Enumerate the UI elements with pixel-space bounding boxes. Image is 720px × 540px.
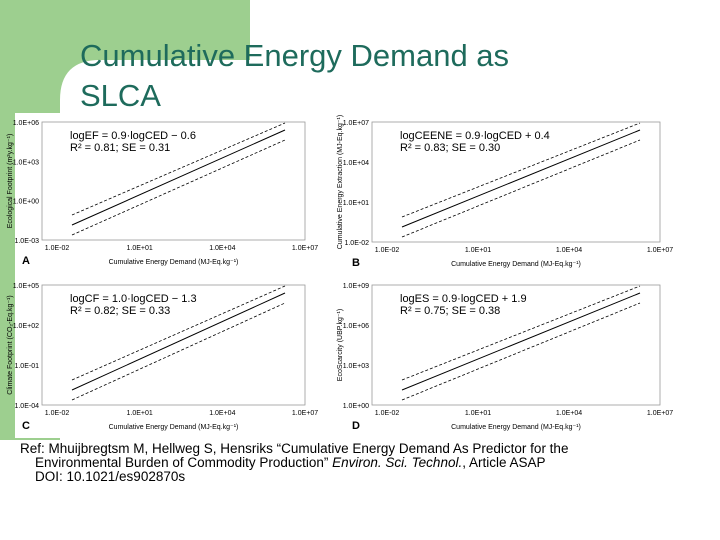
equation: R² = 0.83; SE = 0.30: [400, 142, 500, 154]
figure-background: [15, 113, 675, 438]
x-tick-label: 1.0E+01: [465, 247, 491, 254]
y-axis-label: Ecological Footprint (m²y.kg⁻¹): [7, 134, 14, 229]
x-tick-label: 1.0E+04: [209, 245, 235, 252]
y-axis-label: Climate Footprint (CO₂-Eq.kg⁻¹): [7, 295, 14, 394]
reference-text: Environmental Burden of Commodity Produc…: [35, 455, 333, 470]
x-tick-label: 1.0E+07: [292, 245, 318, 252]
x-tick-label: 1.0E+07: [647, 410, 673, 417]
y-tick-label: 1.0E+03: [343, 363, 369, 370]
y-tick-label: 1.0E-04: [14, 403, 39, 410]
x-tick-label: 1.0E+07: [292, 410, 318, 417]
plot-frame: [41, 284, 306, 406]
reference-text: , Article ASAP: [462, 455, 546, 470]
equation: R² = 0.81; SE = 0.31: [70, 142, 170, 154]
confidence-line: [71, 302, 286, 401]
confidence-line: [71, 122, 286, 216]
y-tick-label: 1.0E-02: [344, 240, 369, 247]
x-tick-label: 1.0E-02: [45, 410, 70, 417]
confidence-line: [401, 302, 641, 401]
panel-letter: C: [22, 420, 30, 432]
x-axis-label: Cumulative Energy Demand (MJ-Eq.kg⁻¹): [109, 259, 239, 266]
panel-letter: D: [352, 420, 360, 432]
x-tick-label: 1.0E+04: [556, 247, 582, 254]
x-tick-label: 1.0E-02: [45, 245, 70, 252]
equation: logCF = 1.0·logCED − 1.3: [70, 293, 197, 305]
equation: R² = 0.82; SE = 0.33: [70, 305, 170, 317]
plot-frame: [371, 121, 661, 243]
y-tick-label: 1.0E+00: [343, 403, 369, 410]
x-tick-label: 1.0E+04: [209, 410, 235, 417]
y-tick-label: 1.0E+01: [343, 200, 369, 207]
x-tick-label: 1.0E+04: [556, 410, 582, 417]
reference-line: Environmental Burden of Commodity Produc…: [20, 456, 568, 470]
reference: Ref: Mhuijbregtsm M, Hellweg S, Hensriks…: [20, 442, 568, 484]
x-tick-label: 1.0E+01: [127, 410, 153, 417]
panel-letter: A: [22, 255, 30, 267]
y-tick-label: 1.0E-01: [14, 363, 39, 370]
y-axis-label: EcoScarcity (UBP.kg⁻¹): [337, 309, 344, 381]
confidence-line: [401, 139, 641, 238]
y-tick-label: 1.0E+09: [343, 283, 369, 290]
confidence-line: [401, 285, 641, 381]
y-tick-label: 1.0E+02: [13, 323, 39, 330]
reference-line: Ref: Mhuijbregtsm M, Hellweg S, Hensriks…: [20, 441, 569, 456]
plot-frame: [371, 284, 661, 406]
confidence-line: [71, 285, 286, 381]
equation: logEF = 0.9·logCED − 0.6: [70, 130, 196, 142]
x-tick-label: 1.0E-02: [375, 247, 400, 254]
equation: R² = 0.75; SE = 0.38: [400, 305, 500, 317]
title: Cumulative Energy Demand as: [80, 38, 509, 73]
y-tick-label: 1.0E+04: [343, 160, 369, 167]
x-axis-label: Cumulative Energy Demand (MJ-Eq.kg⁻¹): [451, 261, 581, 268]
x-tick-label: 1.0E+01: [465, 410, 491, 417]
y-tick-label: 1.0E+00: [13, 199, 39, 206]
doi: DOI: 10.1021/es902870s: [35, 469, 186, 484]
x-axis-label: Cumulative Energy Demand (MJ-Eq.kg⁻¹): [451, 424, 581, 431]
corner: [60, 60, 100, 100]
confidence-line: [71, 139, 286, 236]
plot-frame: [41, 121, 306, 241]
fit-line: [401, 292, 641, 391]
fit-line: [71, 129, 286, 226]
journal: Environ. Sci. Technol.: [332, 455, 463, 470]
fit-line: [401, 129, 641, 228]
y-axis-label: Cumulative Energy Extraction (MJ-Eq.kg⁻¹…: [337, 115, 344, 249]
equation: logES = 0.9·logCED + 1.9: [400, 293, 527, 305]
y-tick-label: 1.0E+03: [13, 159, 39, 166]
y-tick-label: 1.0E+07: [343, 120, 369, 127]
confidence-line: [401, 122, 641, 218]
y-tick-label: 1.0E+06: [343, 323, 369, 330]
x-tick-label: 1.0E-02: [375, 410, 400, 417]
equation: logCEENE = 0.9·logCED + 0.4: [400, 130, 550, 142]
title: SLCA: [80, 78, 161, 113]
panel-letter: B: [352, 257, 360, 269]
y-tick-label: 1.0E-03: [14, 238, 39, 245]
y-tick-label: 1.0E+05: [13, 283, 39, 290]
x-tick-label: 1.0E+07: [647, 247, 673, 254]
y-tick-label: 1.0E+06: [13, 120, 39, 127]
x-axis-label: Cumulative Energy Demand (MJ-Eq.kg⁻¹): [109, 424, 239, 431]
x-tick-label: 1.0E+01: [127, 245, 153, 252]
fit-line: [71, 292, 286, 391]
